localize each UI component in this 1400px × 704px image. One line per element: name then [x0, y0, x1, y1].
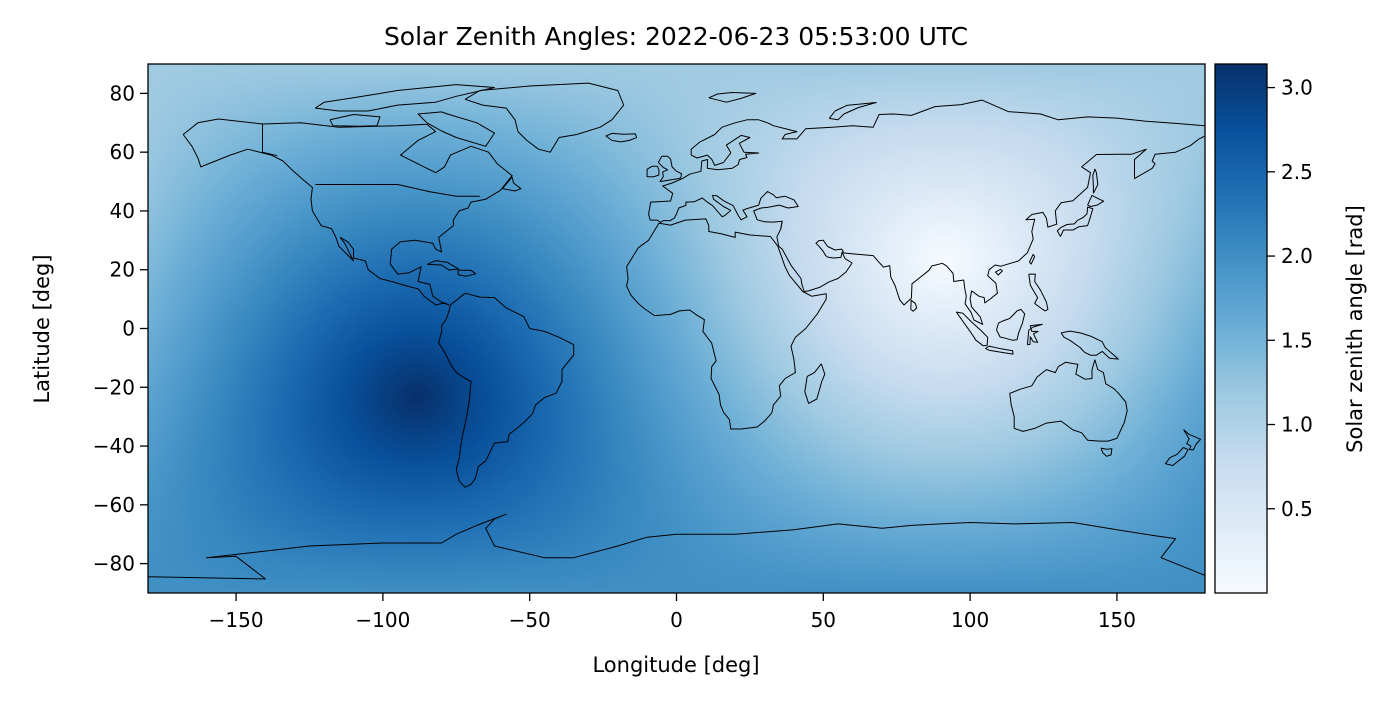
colorbar-ticks: 0.5 1.0 1.5 2.0 2.5 3.0: [1267, 76, 1313, 521]
colorbar-tick-label: 3.0: [1281, 76, 1313, 100]
landmass-north-america: [182, 118, 513, 306]
y-tick-label: −80: [93, 552, 135, 576]
landmass-antarctica: [148, 513, 1205, 580]
landmass-philippines: [1028, 273, 1049, 312]
landmass-victoria-island: [329, 114, 381, 127]
landmass-iceland: [605, 132, 638, 143]
landmass-ireland: [646, 165, 660, 178]
landmass-new-guinea: [1060, 330, 1119, 360]
landmass-africa: [626, 218, 827, 430]
landmass-japan-honshu: [1056, 206, 1094, 237]
map-area: [148, 64, 1205, 593]
y-tick-label: 40: [110, 199, 135, 223]
x-tick-label: −100: [355, 608, 410, 632]
y-tick-label: 20: [110, 258, 135, 282]
landmass-australia: [1009, 359, 1128, 442]
landmass-baffin: [417, 111, 495, 147]
landmass-new-zealand-north: [1183, 429, 1202, 451]
x-tick-label: 0: [670, 608, 683, 632]
colorbar-tick-label: 0.5: [1281, 497, 1313, 521]
landmass-sri-lanka: [910, 299, 918, 312]
colorbar-tick-label: 1.0: [1281, 413, 1313, 437]
landmass-sakhalin: [1092, 168, 1099, 194]
chart-title: Solar Zenith Angles: 2022-06-23 05:53:00…: [384, 22, 968, 51]
coastlines: [148, 82, 1205, 580]
x-tick-label: −50: [509, 608, 551, 632]
landmass-madagascar: [804, 363, 826, 404]
x-tick-label: 150: [1098, 608, 1136, 632]
landmass-taiwan: [1028, 253, 1036, 265]
landmass-novaya-zemlya: [828, 102, 877, 121]
x-tick-label: 100: [951, 608, 989, 632]
landmass-tasmania: [1100, 447, 1113, 457]
y-axis: −80 −60 −40 −20 0 20 40 60 80: [93, 81, 148, 576]
landmass-great-britain: [657, 155, 682, 183]
x-tick-label: 50: [811, 608, 836, 632]
landmass-borneo: [996, 308, 1026, 341]
zenith-heatmap: [148, 64, 1205, 593]
border-us-canada: [315, 184, 480, 197]
landmass-svalbard: [708, 92, 757, 103]
landmass-sulawesi: [1026, 323, 1043, 346]
landmass-hainan: [995, 268, 1003, 276]
landmass-java: [985, 345, 1014, 355]
y-tick-label: −20: [93, 375, 135, 399]
x-axis-label: Longitude [deg]: [592, 653, 759, 677]
landmass-greenland: [464, 82, 625, 153]
colorbar-tick-label: 1.5: [1281, 328, 1313, 352]
y-axis-label: Latitude [deg]: [30, 254, 54, 403]
y-tick-label: 60: [110, 140, 135, 164]
landmass-cuba: [426, 260, 460, 271]
landmass-arctic-islands: [314, 84, 495, 112]
border-alaska-canada: [262, 124, 278, 157]
landmass-sumatra: [955, 311, 989, 347]
y-tick-label: 80: [110, 81, 135, 105]
x-axis: −150 −100 −50 0 50 100 150: [209, 593, 1136, 632]
landmass-hispaniola: [457, 269, 477, 277]
colorbar-label: Solar zenith angle [rad]: [1343, 205, 1367, 453]
colorbar: [1214, 63, 1268, 594]
landmass-new-zealand-south: [1164, 447, 1189, 466]
y-tick-label: −40: [93, 434, 135, 458]
landmass-japan-hokkaido: [1087, 194, 1105, 207]
x-tick-label: −150: [209, 608, 264, 632]
y-tick-label: 0: [122, 317, 135, 341]
landmass-newfoundland: [502, 176, 522, 192]
y-tick-label: −60: [93, 493, 135, 517]
landmass-south-america: [438, 292, 575, 488]
landmass-eurasia: [648, 99, 1205, 325]
colorbar-tick-label: 2.5: [1281, 160, 1313, 184]
colorbar-tick-label: 2.0: [1281, 244, 1313, 268]
landmass-arabia-hint: [780, 221, 783, 230]
